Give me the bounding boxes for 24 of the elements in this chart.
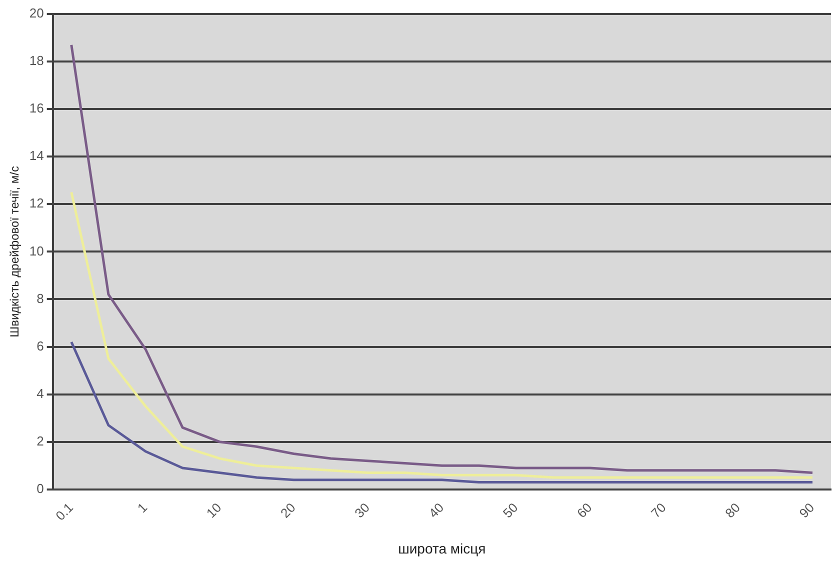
x-tick-label: 30 <box>352 500 372 521</box>
x-tick-label: 60 <box>574 500 595 521</box>
x-tick-label: 80 <box>722 500 744 521</box>
x-tick-label: 40 <box>426 500 447 521</box>
y-tick-label: 12 <box>29 196 44 211</box>
x-tick-label: 90 <box>796 500 818 521</box>
x-tick-label: 1 <box>134 500 150 516</box>
y-tick-label: 2 <box>36 433 44 448</box>
y-axis-title: Швидкість дрейфової течії, м/с <box>8 166 22 338</box>
y-tick-label: 16 <box>29 100 44 116</box>
y-tick-label: 18 <box>29 53 44 68</box>
y-tick-label: 10 <box>29 243 44 258</box>
x-tick-label: 50 <box>500 500 521 521</box>
x-tick-label: 70 <box>648 500 669 521</box>
y-tick-label: 6 <box>36 338 44 354</box>
y-tick-label: 0 <box>36 480 44 496</box>
y-tick-label: 20 <box>29 6 44 21</box>
x-tick-label: 20 <box>278 500 298 521</box>
x-axis-title: широта місця <box>398 540 486 556</box>
y-tick-label: 4 <box>36 386 44 401</box>
y-tick-label: 14 <box>29 148 44 164</box>
x-tick-label: 10 <box>203 500 224 521</box>
y-tick-label: 8 <box>36 290 44 306</box>
x-tick-label: 0.1 <box>52 500 76 524</box>
